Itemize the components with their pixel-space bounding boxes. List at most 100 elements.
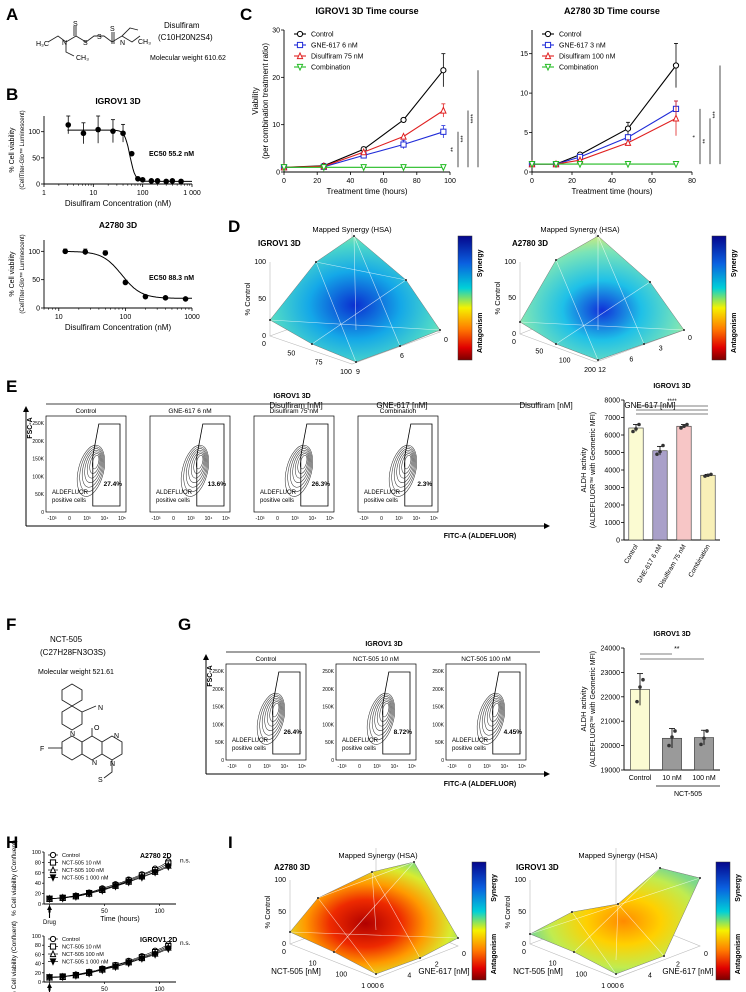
flow-x-tick: 10⁵ <box>118 516 126 522</box>
contour <box>391 446 417 493</box>
data-point <box>148 178 155 184</box>
flow-x-tick: 0 <box>276 516 279 522</box>
y-tick-label: 20 <box>35 892 41 898</box>
flow-y-tick: 200K <box>32 439 44 445</box>
replicate-point <box>705 729 709 733</box>
y-tick-label: 60 <box>35 952 41 958</box>
sig-stars: *** <box>461 135 467 143</box>
ch-o: O <box>94 725 100 732</box>
x-tick-label: 100 <box>335 972 347 979</box>
flow-y-tick: 100K <box>432 722 444 728</box>
surface-mesh <box>311 279 407 345</box>
contour <box>266 699 282 727</box>
gate <box>196 423 225 507</box>
legend-label: GNE-617 3 nM <box>559 43 606 50</box>
contour <box>366 692 395 745</box>
surface-mesh <box>269 319 441 331</box>
ch-ch3b: CH₃ <box>76 55 89 62</box>
y-tick-label: 10 <box>520 91 528 98</box>
series-marker <box>400 164 407 172</box>
chart-title: A2780 3D Time course <box>564 6 660 16</box>
bar <box>676 425 692 541</box>
series-marker <box>672 161 680 169</box>
gate-label: ALDEFLUOR <box>452 738 489 744</box>
surface-node <box>573 951 575 953</box>
y-tick-label: 15 <box>520 51 528 58</box>
chart-b1: 1 10 100 1 000 0 50 100 Disulfiram Concentratio… <box>9 96 201 208</box>
flow-plot-title: Control <box>256 656 278 663</box>
y-tick-label: 3 <box>659 346 663 353</box>
z-axis-label: % Control <box>263 895 272 928</box>
ch-s3: S <box>97 34 102 41</box>
contour <box>287 446 313 493</box>
flow-plot-0: Control 0 50K 100K 150K 200K 250K -10³ 0 10³ 10⁴ 10… <box>212 656 307 770</box>
contour <box>398 451 414 479</box>
series-2 <box>528 100 680 168</box>
z-tick-label: 0 <box>262 333 266 340</box>
x-tick-label: 0 <box>512 339 516 346</box>
y-tick-label: 24000 <box>601 646 621 653</box>
flow-title: IGROV1 3D <box>273 393 310 400</box>
y-axis-label-2: (per combination treatment ratio) <box>261 43 270 159</box>
flow-y-tick: 100K <box>322 722 334 728</box>
gate-label-2: positive cells <box>364 498 398 504</box>
y-axis-label-2: (ALDEFLUOR™ with Geometric MFI) <box>590 651 597 767</box>
ch-n5: N <box>114 733 119 740</box>
legend-label: Disulfiram 75 nM <box>311 54 364 61</box>
chart-title: A2780 3D <box>99 220 137 230</box>
panel-label-h: H <box>6 833 18 852</box>
replicate-point <box>685 422 689 427</box>
surface-node <box>529 933 531 935</box>
legend-marker <box>49 874 57 882</box>
series-marker <box>59 973 67 982</box>
x-axis-label: Disulfiram [nM] <box>519 401 572 410</box>
y-tick-label: 6 <box>629 356 633 363</box>
flow-y-tick: 150K <box>432 705 444 711</box>
flow-plot-3: Combination -10³ 0 10³ 10⁴ 10⁵ 2.3% ALDEFLUOR po… <box>357 408 439 522</box>
flow-y-tick: 150K <box>322 705 334 711</box>
z-tick-label: 100 <box>514 877 526 884</box>
fitc-arrowhead <box>544 771 550 777</box>
panel-label-d: D <box>228 217 240 236</box>
replicate-point <box>673 729 677 733</box>
flow-y-tick: 0 <box>221 758 224 764</box>
panel-label-g: G <box>178 615 191 634</box>
flow-x-tick: -10³ <box>152 516 161 522</box>
surface-node <box>555 343 557 345</box>
surface-node <box>649 281 651 283</box>
data-point <box>102 250 109 256</box>
chart-title: Mapped Synergy (HSA) <box>578 851 658 860</box>
bar <box>628 427 644 541</box>
surface-node <box>413 861 415 863</box>
contour <box>180 444 209 497</box>
contour <box>76 444 105 497</box>
ch-s2: S <box>83 40 88 47</box>
surface-node <box>355 361 357 363</box>
fitc-label: FITC-A (ALDEFLUOR) <box>444 533 516 540</box>
flow-x-tick: 10³ <box>395 516 403 522</box>
series-line <box>532 65 677 165</box>
chart-b2: 10 100 1000 0 50 100 Disulfiram Concentration … <box>9 220 200 332</box>
flow-plot-1: NCT-505 10 nM 0 50K 100K 150K 200K 250K -10³ 0 10… <box>322 656 417 770</box>
y-tick-label: 40 <box>35 962 41 968</box>
flow-y-tick: 100K <box>212 722 224 728</box>
legend-label: GNE-617 6 nM <box>311 43 358 50</box>
replicate-point <box>634 427 638 431</box>
surface-mesh <box>571 911 617 975</box>
y-tick-label: 5 <box>524 130 528 137</box>
series-marker <box>528 161 536 169</box>
replicate-point <box>638 685 642 689</box>
chart-d2: Mapped Synergy (HSA) A2780 3D 0 50 100 % Cont… <box>493 225 738 410</box>
flow-x-tick: 0 <box>172 516 175 522</box>
flow-x-tick: 10³ <box>291 516 299 522</box>
legend-marker <box>544 41 552 49</box>
disulfiram-name: Disulfiram <box>164 21 200 30</box>
surface-node <box>269 319 271 321</box>
gate <box>492 671 521 755</box>
y-axis-label: GNE-617 [nM] <box>376 401 427 410</box>
chart-title: Mapped Synergy (HSA) <box>540 225 620 234</box>
ch-h3c: H₃C <box>36 41 49 48</box>
